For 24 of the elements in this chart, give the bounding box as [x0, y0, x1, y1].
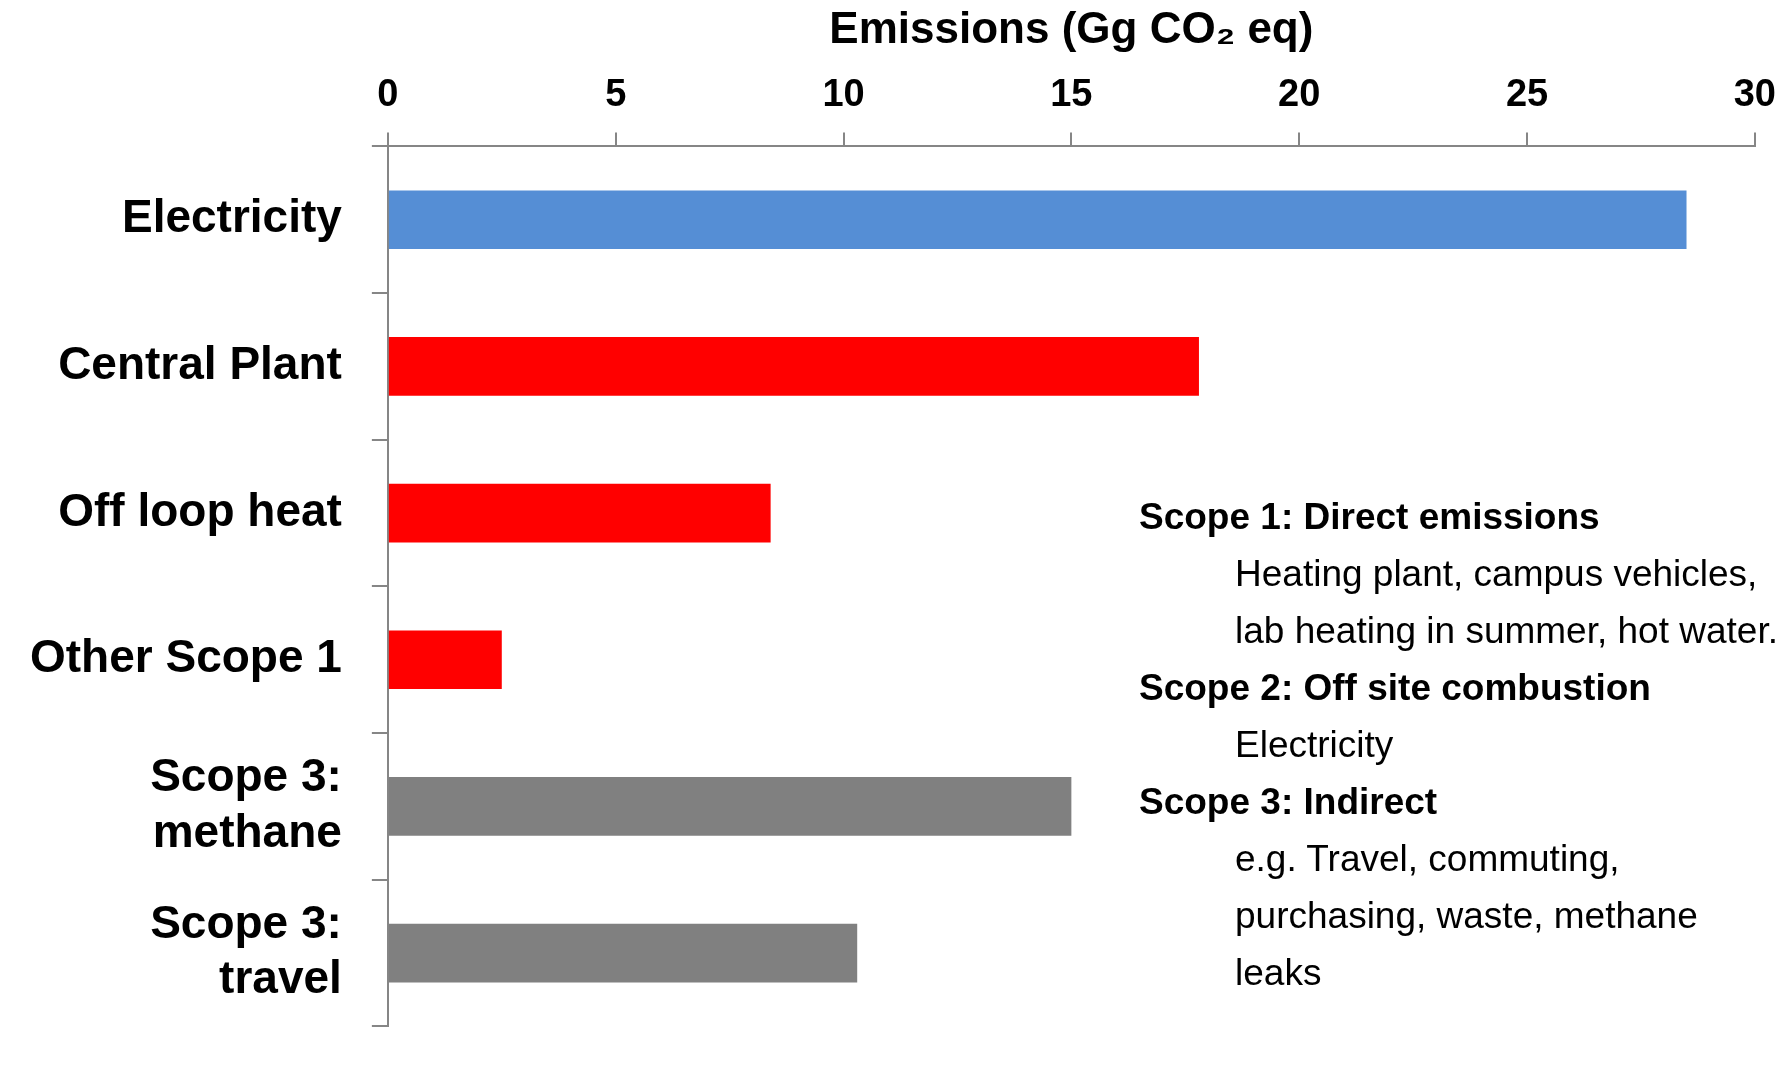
annotation: Scope 3: Indirect — [1139, 780, 1439, 824]
bar — [388, 630, 502, 690]
x-tick-label: 20 — [1278, 72, 1321, 115]
annotation: Electricity — [1234, 723, 1395, 767]
y-tick-label: Other Scope 1 — [30, 630, 342, 683]
y-tick-label: Scope 3: methane — [150, 749, 342, 857]
y-tick-label: Off loop heat — [58, 483, 342, 536]
annotation: Scope 2: Off site combustion — [1139, 666, 1652, 710]
bar — [388, 337, 1199, 396]
x-tick-label: 25 — [1505, 72, 1549, 115]
bar — [388, 483, 771, 543]
x-tick-label: 0 — [377, 72, 399, 115]
x-tick-label: 15 — [1050, 72, 1093, 115]
annotation: Heating plant, campus vehicles, lab heating in summer, hot water. — [1234, 552, 1779, 653]
y-tick-label: Electricity — [121, 190, 343, 243]
x-axis-title: Emissions (Gg CO₂ eq) — [829, 2, 1314, 52]
bar — [388, 190, 1687, 250]
x-tick-label: 30 — [1733, 72, 1777, 115]
annotation: e.g. Travel, commuting, purchasing, waste, methane leaks — [1234, 837, 1699, 995]
x-tick-label: 10 — [822, 72, 865, 115]
y-tick-label: Scope 3: travel — [150, 896, 342, 1004]
x-tick-label: 5 — [605, 72, 627, 115]
annotation: Scope 1: Direct emissions — [1139, 495, 1601, 539]
y-tick-label: Central Plant — [58, 337, 342, 390]
